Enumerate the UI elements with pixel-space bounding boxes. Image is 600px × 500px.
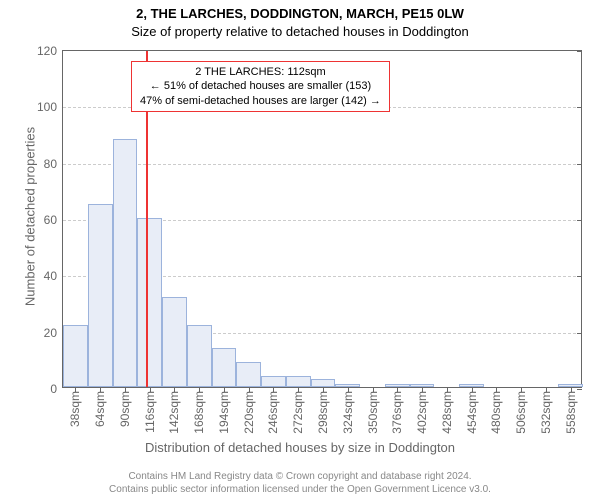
y-tick-label: 80	[44, 157, 63, 171]
x-tick-label: 480sqm	[489, 387, 503, 434]
histogram-bar	[212, 348, 237, 387]
y-tick-mark	[577, 333, 582, 334]
x-tick-label: 298sqm	[316, 387, 330, 434]
x-tick-label: 532sqm	[539, 387, 553, 434]
histogram-bar	[63, 325, 88, 387]
x-tick-label: 454sqm	[465, 387, 479, 434]
x-tick-label: 64sqm	[93, 387, 107, 427]
x-tick-label: 402sqm	[415, 387, 429, 434]
x-tick-label: 194sqm	[217, 387, 231, 434]
x-tick-label: 168sqm	[192, 387, 206, 434]
chart-title: 2, THE LARCHES, DODDINGTON, MARCH, PE15 …	[0, 6, 600, 21]
x-tick-label: 246sqm	[266, 387, 280, 434]
x-tick-label: 272sqm	[291, 387, 305, 434]
y-tick-mark	[577, 220, 582, 221]
y-axis-label: Number of detached properties	[23, 117, 38, 317]
histogram-bar	[261, 376, 286, 387]
x-tick-label: 350sqm	[366, 387, 380, 434]
y-tick-label: 0	[50, 382, 63, 396]
x-tick-label: 142sqm	[167, 387, 181, 434]
plot-area: 02040608010012038sqm64sqm90sqm116sqm142s…	[62, 50, 582, 388]
x-axis-label: Distribution of detached houses by size …	[0, 440, 600, 455]
x-tick-label: 506sqm	[514, 387, 528, 434]
y-tick-mark	[577, 276, 582, 277]
x-tick-label: 376sqm	[390, 387, 404, 434]
histogram-bar	[187, 325, 212, 387]
y-tick-label: 20	[44, 326, 63, 340]
y-tick-label: 120	[37, 44, 63, 58]
legend-line: 2 THE LARCHES: 112sqm	[140, 65, 381, 79]
histogram-bar	[88, 204, 113, 387]
x-tick-label: 428sqm	[440, 387, 454, 434]
chart-subtitle: Size of property relative to detached ho…	[0, 24, 600, 39]
x-tick-label: 324sqm	[341, 387, 355, 434]
y-tick-label: 60	[44, 213, 63, 227]
legend-line: 47% of semi-detached houses are larger (…	[140, 94, 381, 108]
histogram-bar	[286, 376, 311, 387]
chart-footer: Contains HM Land Registry data © Crown c…	[0, 470, 600, 496]
y-tick-mark	[577, 107, 582, 108]
footer-line: Contains HM Land Registry data © Crown c…	[0, 470, 600, 483]
histogram-bar	[311, 379, 336, 387]
histogram-bar	[236, 362, 261, 387]
histogram-bar	[137, 218, 162, 387]
x-tick-label: 38sqm	[68, 387, 82, 427]
y-tick-mark	[577, 51, 582, 52]
histogram-chart: 2, THE LARCHES, DODDINGTON, MARCH, PE15 …	[0, 0, 600, 500]
gridline	[63, 164, 581, 165]
x-tick-label: 116sqm	[143, 387, 157, 433]
histogram-bar	[162, 297, 187, 387]
x-tick-label: 90sqm	[118, 387, 132, 427]
legend-box: 2 THE LARCHES: 112sqm← 51% of detached h…	[131, 61, 390, 112]
x-tick-label: 558sqm	[564, 387, 578, 434]
y-tick-mark	[577, 164, 582, 165]
histogram-bar	[113, 139, 138, 387]
x-tick-label: 220sqm	[242, 387, 256, 434]
y-tick-label: 40	[44, 269, 63, 283]
footer-line: Contains public sector information licen…	[0, 483, 600, 496]
legend-line: ← 51% of detached houses are smaller (15…	[140, 79, 381, 93]
y-tick-label: 100	[37, 100, 63, 114]
